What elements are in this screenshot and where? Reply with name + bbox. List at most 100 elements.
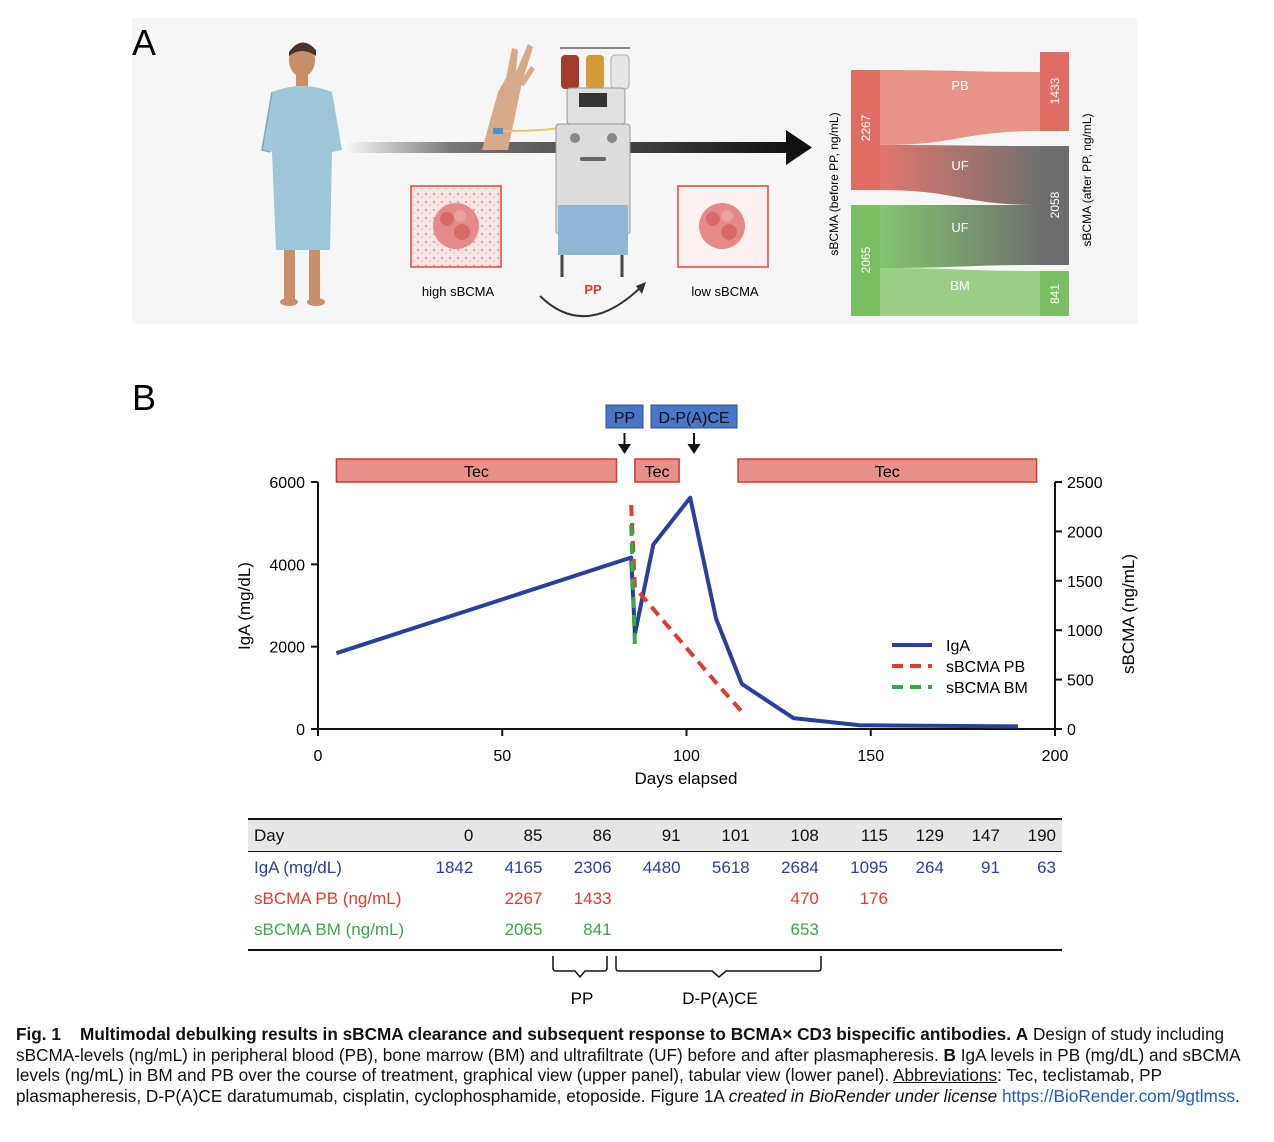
process-arrow-head <box>786 130 812 165</box>
table-cell <box>894 914 950 950</box>
y2-tick-label: 2500 <box>1067 475 1103 492</box>
table-cell <box>825 914 894 950</box>
y2-tick-label: 2000 <box>1067 524 1103 541</box>
sankey-node-before-bm <box>851 205 880 316</box>
caption-b-label: B <box>943 1044 956 1065</box>
caption-b-text: IgA levels in PB (mg/dL) and sBCMA level… <box>16 1044 1240 1086</box>
y-tick-label: 2000 <box>269 640 305 657</box>
table-cell <box>618 914 687 950</box>
table-cell: 2065 <box>504 919 543 939</box>
y2-tick-label: 0 <box>1067 722 1076 739</box>
table-cell: 2306 <box>573 857 612 877</box>
table-cell <box>894 883 950 914</box>
x-axis-title: Days elapsed <box>634 769 737 788</box>
x-tick-label: 0 <box>314 748 323 765</box>
table-cell: 4165 <box>504 857 543 877</box>
sankey-node-after-pb <box>1040 52 1069 131</box>
sankey-flow-bm-label: BM <box>950 278 970 293</box>
table-cell: 653 <box>790 919 819 939</box>
table-cell <box>618 883 687 914</box>
x-tick-label: 150 <box>857 748 884 765</box>
dpace-box <box>650 404 738 429</box>
dpace-box-label: D-P(A)CE <box>658 410 729 427</box>
table-cell <box>410 914 479 950</box>
table-cell <box>687 914 756 950</box>
sankey-flow-bm <box>880 268 1040 316</box>
table-cell: IgA (mg/dL) <box>254 857 342 877</box>
table-cell: 1095 <box>850 857 888 877</box>
low-sbcma-image <box>677 185 769 268</box>
table-cell: sBCMA BM (ng/mL) <box>254 919 405 939</box>
table-row-sbcma-bm: sBCMA BM (ng/mL) 2065 841 653 <box>248 914 1062 950</box>
caption-fig-label: Fig. 1 <box>16 1024 61 1044</box>
table-header-cell: 0 <box>463 825 474 845</box>
table-cell: 4480 <box>642 857 681 877</box>
sankey-flow-uf-top-label: UF <box>951 158 968 173</box>
sankey-flow-uf-top <box>880 145 1040 205</box>
table-header-cell: 129 <box>915 825 944 845</box>
y2-tick-label: 500 <box>1067 673 1094 690</box>
table-cell: 5618 <box>711 857 750 877</box>
table-header-cell: 147 <box>971 825 1000 845</box>
sankey-flow-pb-label: PB <box>951 78 968 93</box>
arm-with-iv <box>482 44 561 150</box>
caption-abbreviations-label: Abbreviations <box>892 1065 998 1085</box>
table-cell: 470 <box>790 888 819 908</box>
caption-abbreviations-text: : Tec, teclistamab, PP plasmapheresis, D… <box>16 1065 1162 1106</box>
table-header-row: Day 0 85 86 91 101 108 115 129 147 190 <box>248 819 1062 852</box>
caption-a-text: Design of study including sBCMA-levels (… <box>16 1024 1225 1065</box>
pp-curved-arrow-head <box>636 282 646 294</box>
panel-b-label: B <box>132 377 156 418</box>
sankey-flow-uf-bottom <box>880 205 1040 268</box>
y-tick-label: 0 <box>296 722 305 739</box>
caption-title: Multimodal debulking results in sBCMA cl… <box>80 1024 1012 1044</box>
dpace-down-arrow-head <box>687 444 701 454</box>
table-header-cell: 91 <box>661 825 681 845</box>
series-line-sbcma-pb <box>629 504 744 713</box>
table-cell <box>687 883 756 914</box>
table-header-cell: 101 <box>721 825 750 845</box>
table-cell: 63 <box>1037 857 1056 877</box>
legend-label-sbcma-pb: sBCMA PB <box>946 659 1025 676</box>
legend-label-iga: IgA <box>946 638 970 655</box>
table-cell: 91 <box>981 857 1000 877</box>
sankey-diagram <box>851 52 1069 316</box>
table-row-iga: IgA (mg/dL) 1842 4165 2306 4480 5618 268… <box>248 852 1062 884</box>
dpace-bracket <box>615 956 822 978</box>
caption-a-label: A <box>1015 1024 1029 1044</box>
tec-bar-label: Tec <box>645 464 670 481</box>
table-cell <box>1006 914 1062 950</box>
table-cell: 2267 <box>504 888 543 908</box>
panel-a-label: A <box>132 22 156 63</box>
table-header-cell: 86 <box>592 825 612 845</box>
chart-area: PP D-P(A)CE Tec Tec Tec 0 50 100 150 200020004… <box>235 404 1138 1008</box>
patient-figure <box>261 42 342 306</box>
sankey-before-pb-value: 2267 <box>859 114 873 141</box>
sankey-after-pb-value: 1433 <box>1048 77 1062 104</box>
sankey-after-uf-value: 2058 <box>1048 191 1062 218</box>
table-cell: sBCMA PB (ng/mL) <box>254 888 402 908</box>
sankey-node-after-bm <box>1040 271 1069 316</box>
series-line-iga <box>335 495 1019 729</box>
plasmapheresis-machine <box>555 47 631 277</box>
table-cell: 176 <box>859 888 888 908</box>
sankey-right-axis-label: sBCMA (after PP, ng/mL) <box>1080 113 1094 246</box>
table-header-cell: Day <box>254 825 285 845</box>
pp-down-arrow-head <box>618 444 631 454</box>
y2-axis-title: sBCMA (ng/mL) <box>1119 554 1138 674</box>
sankey-flow-pb <box>880 70 1040 145</box>
table-cell <box>950 883 1006 914</box>
tec-bar-label: Tec <box>464 464 489 481</box>
sankey-left-axis-label: sBCMA (before PP, ng/mL) <box>827 112 841 255</box>
data-table: Day 0 85 86 91 101 108 115 129 147 190 I… <box>248 818 1062 951</box>
sankey-before-bm-value: 2065 <box>859 246 873 273</box>
pp-process-label: PP <box>584 282 602 297</box>
y2-tick-label: 1000 <box>1067 623 1103 640</box>
pp-bracket-label: PP <box>571 989 594 1008</box>
figure-caption: Fig. 1 Multimodal debulking results in s… <box>16 1024 1258 1106</box>
caption-biorender-link[interactable]: https://BioRender.com/9gtlmss <box>1001 1085 1236 1106</box>
sankey-node-after-uf <box>1040 146 1069 265</box>
table-cell: 1842 <box>435 857 474 877</box>
sankey-after-bm-value: 841 <box>1048 284 1062 304</box>
x-tick-label: 100 <box>673 748 700 765</box>
